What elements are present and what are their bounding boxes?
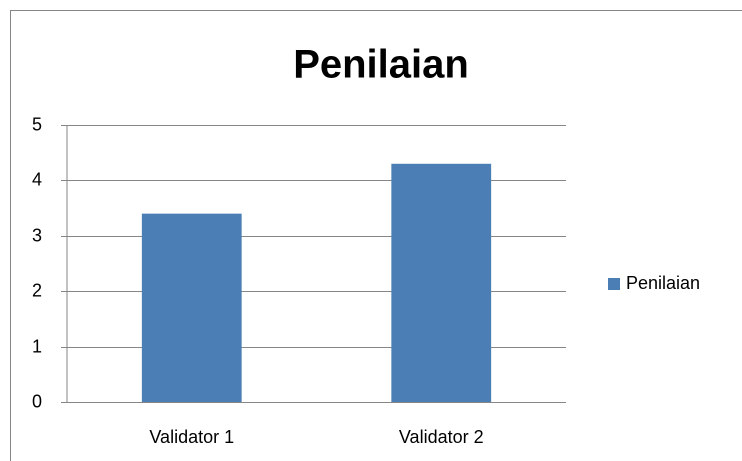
- legend-label: Penilaian: [626, 273, 700, 293]
- x-tick-label: Validator 2: [399, 427, 484, 447]
- chart-title: Penilaian: [293, 43, 469, 87]
- bar: [141, 213, 242, 402]
- legend-swatch: [608, 278, 620, 290]
- bar: [391, 163, 492, 402]
- x-tick-label: Validator 1: [149, 427, 234, 447]
- y-tick-label: 1: [32, 336, 42, 356]
- y-tick-label: 5: [32, 114, 42, 134]
- y-tick-label: 3: [32, 225, 42, 245]
- y-tick-label: 0: [32, 391, 42, 411]
- y-tick-label: 2: [32, 280, 42, 300]
- chart-border: [10, 10, 742, 461]
- y-tick-label: 4: [32, 169, 42, 189]
